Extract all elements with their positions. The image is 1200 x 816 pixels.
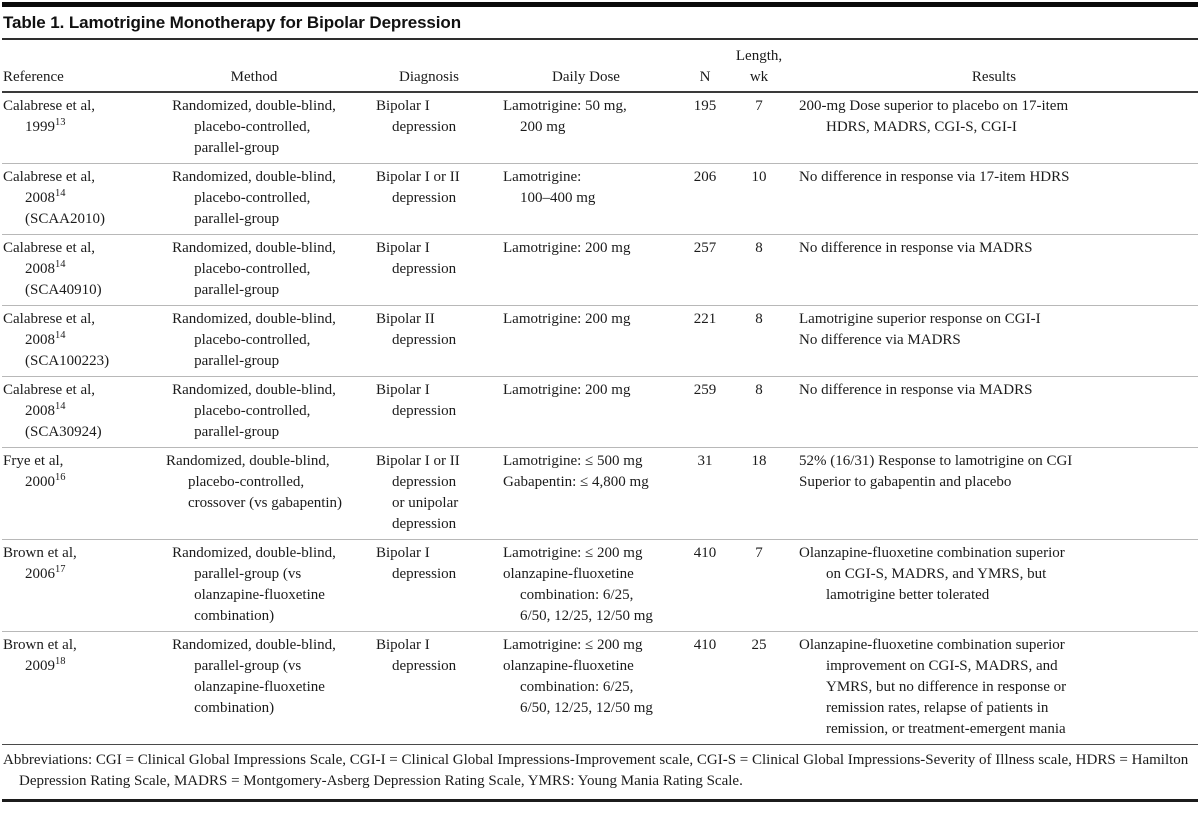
column-header-daily-dose: Daily Dose [490, 40, 682, 93]
table-row: Calabrese et al, 200814 (SCA30924) Randomiz… [2, 376, 1198, 448]
cell-reference: Calabrese et al, 199913 [2, 92, 140, 164]
cell-results: No difference in response via MADRS [790, 234, 1198, 306]
column-header-method: Method [140, 40, 368, 93]
cell-reference: Calabrese et al, 200814 (SCA30924) [2, 376, 140, 448]
cell-diagnosis: Bipolar I or II depression or unipolar depr… [368, 447, 490, 540]
cell-method: Randomized, double-blind, parallel-group … [140, 631, 368, 745]
cell-n: 206 [682, 163, 728, 235]
cell-length-wk: 7 [728, 539, 790, 632]
table-row: Calabrese et al, 200814 (SCA40910) Randomiz… [2, 234, 1198, 306]
column-header-length-wk: Length, wk [728, 40, 790, 93]
cell-reference: Calabrese et al, 200814 (SCA100223) [2, 305, 140, 377]
cell-method: Randomized, double-blind, placebo-control… [140, 305, 368, 377]
cell-daily-dose: Lamotrigine: 50 mg, 200 mg [490, 92, 682, 164]
cell-n: 259 [682, 376, 728, 448]
cell-results: 52% (16/31) Response to lamotrigine on C… [790, 447, 1198, 540]
table-row: Calabrese et al, 200814 (SCA100223) Randomi… [2, 305, 1198, 377]
cell-n: 221 [682, 305, 728, 377]
cell-diagnosis: Bipolar II depression [368, 305, 490, 377]
cell-length-wk: 8 [728, 305, 790, 377]
cell-method: Randomized, double-blind, parallel-group … [140, 539, 368, 632]
column-header-n: N [682, 40, 728, 93]
table-title: Table 1. Lamotrigine Monotherapy for Bip… [2, 7, 1198, 40]
cell-daily-dose: Lamotrigine: 200 mg [490, 376, 682, 448]
study-table: Reference Method Diagnosis Daily Dose N … [2, 40, 1198, 745]
cell-diagnosis: Bipolar I or II depression [368, 163, 490, 235]
table-row: Calabrese et al, 200814 (SCAA2010) Randomiz… [2, 163, 1198, 235]
cell-n: 257 [682, 234, 728, 306]
cell-results: Olanzapine-fluoxetine combination superi… [790, 539, 1198, 632]
cell-daily-dose: Lamotrigine: ≤ 200 mg olanzapine-fluoxeti… [490, 631, 682, 745]
cell-n: 31 [682, 447, 728, 540]
table-row: Calabrese et al, 199913 Randomized, double… [2, 92, 1198, 164]
cell-length-wk: 8 [728, 234, 790, 306]
cell-results: Lamotrigine superior response on CGI-I No… [790, 305, 1198, 377]
cell-method: Randomized, double-blind, placebo-control… [140, 163, 368, 235]
cell-results: No difference in response via MADRS [790, 376, 1198, 448]
cell-method: Randomized, double-blind, placebo-control… [140, 376, 368, 448]
cell-method: Randomized, double-blind, placebo-control… [140, 234, 368, 306]
cell-n: 195 [682, 92, 728, 164]
table-row: Brown et al, 200918 Randomized, double-bli… [2, 631, 1198, 745]
cell-method: Randomized, double-blind, placebo-control… [140, 92, 368, 164]
cell-reference: Brown et al, 200918 [2, 631, 140, 745]
cell-daily-dose: Lamotrigine: ≤ 200 mg olanzapine-fluoxeti… [490, 539, 682, 632]
top-rule [2, 2, 1198, 7]
cell-reference: Calabrese et al, 200814 (SCA40910) [2, 234, 140, 306]
cell-results: Olanzapine-fluoxetine combination superi… [790, 631, 1198, 745]
column-header-results: Results [790, 40, 1198, 93]
column-header-diagnosis: Diagnosis [368, 40, 490, 93]
cell-length-wk: 7 [728, 92, 790, 164]
cell-reference: Brown et al, 200617 [2, 539, 140, 632]
table-row: Brown et al, 200617 Randomized, double-bli… [2, 539, 1198, 632]
header-row: Reference Method Diagnosis Daily Dose N … [2, 40, 1198, 93]
cell-reference: Calabrese et al, 200814 (SCAA2010) [2, 163, 140, 235]
cell-results: No difference in response via 17-item HD… [790, 163, 1198, 235]
cell-length-wk: 25 [728, 631, 790, 745]
cell-daily-dose: Lamotrigine: 200 mg [490, 305, 682, 377]
cell-daily-dose: Lamotrigine: 100–400 mg [490, 163, 682, 235]
cell-n: 410 [682, 539, 728, 632]
cell-length-wk: 18 [728, 447, 790, 540]
cell-daily-dose: Lamotrigine: ≤ 500 mg Gabapentin: ≤ 4,800… [490, 447, 682, 540]
cell-reference: Frye et al, 200016 [2, 447, 140, 540]
column-header-reference: Reference [2, 40, 140, 93]
abbreviations-footnote: Abbreviations: CGI = Clinical Global Imp… [2, 745, 1198, 802]
cell-length-wk: 10 [728, 163, 790, 235]
cell-method: Randomized, double-blind, placebo-control… [140, 447, 368, 540]
cell-results: 200-mg Dose superior to placebo on 17-it… [790, 92, 1198, 164]
cell-daily-dose: Lamotrigine: 200 mg [490, 234, 682, 306]
cell-length-wk: 8 [728, 376, 790, 448]
cell-n: 410 [682, 631, 728, 745]
table-row: Frye et al, 200016 Randomized, double-blin… [2, 447, 1198, 540]
